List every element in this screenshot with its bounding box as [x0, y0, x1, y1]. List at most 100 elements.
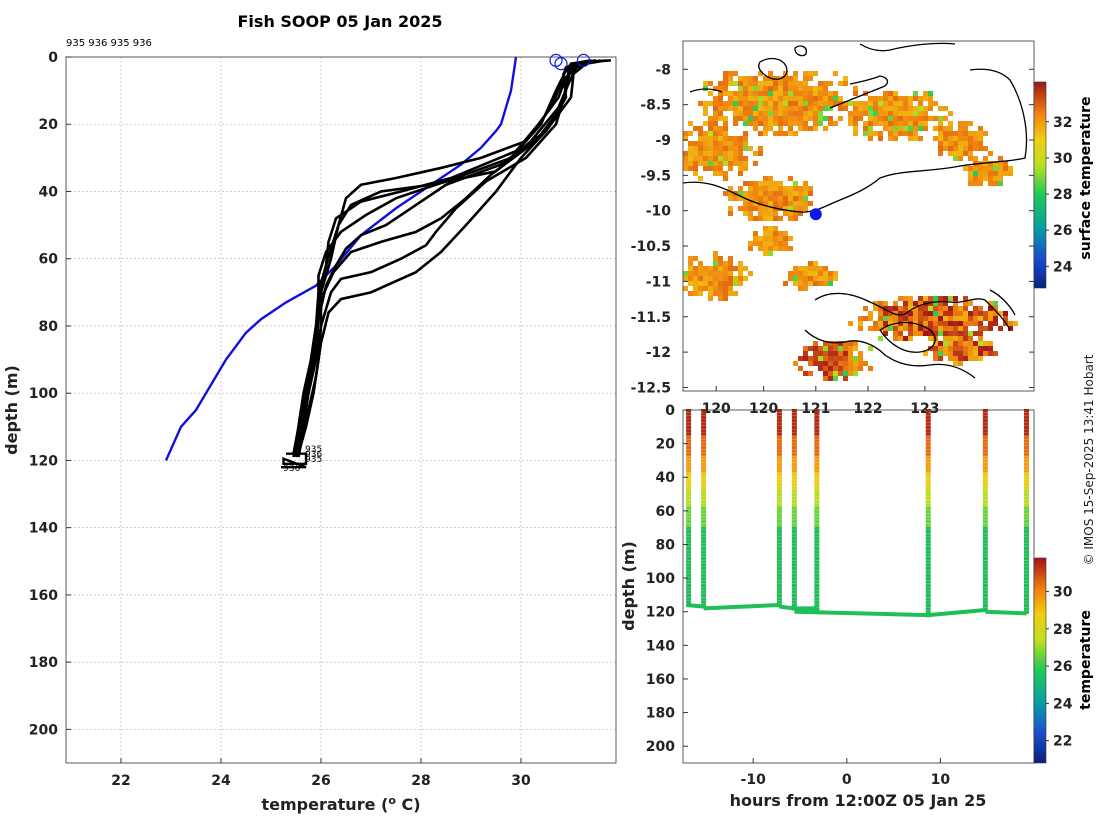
cast-sample: [686, 456, 692, 460]
cast-sample: [776, 536, 782, 540]
sst-pixel: [703, 136, 708, 141]
cast-sample: [1024, 422, 1030, 426]
sst-pixel: [728, 191, 733, 196]
sst-pixel: [733, 281, 738, 286]
sst-pixel: [823, 116, 828, 121]
sst-pixel: [818, 116, 823, 121]
cast-sample: [982, 422, 988, 426]
sst-pixel: [793, 86, 798, 91]
surface-marker-circle: [576, 53, 591, 67]
cast-sample: [1024, 540, 1030, 544]
sst-pixel: [803, 371, 808, 376]
cast-sample: [686, 563, 692, 567]
sst-pixel: [793, 106, 798, 111]
cast-sample: [1024, 583, 1030, 588]
sst-pixel: [973, 346, 978, 351]
sst-pixel: [868, 316, 873, 321]
cast-sample: [701, 563, 707, 567]
sst-pixel: [703, 276, 708, 281]
map-y-ticks: -8-8.5-9-9.5-10-10.5-11-11.5-12-12.5: [631, 62, 1034, 396]
sst-pixel: [843, 371, 848, 376]
sst-pixel: [683, 151, 688, 156]
sst-pixel: [918, 316, 923, 321]
sst-pixel: [723, 161, 728, 166]
sst-pixel: [698, 261, 703, 266]
cast-sample: [791, 489, 797, 493]
sst-pixel: [968, 121, 973, 126]
section-y-tick-label: 60: [656, 504, 676, 520]
sst-pixel: [713, 141, 718, 146]
cast-sample: [982, 597, 988, 601]
sst-pixel: [803, 106, 808, 111]
sst-pixel: [718, 171, 723, 176]
sst-pixel: [843, 361, 848, 366]
sst-pixel: [953, 321, 958, 326]
cast-sample: [925, 445, 931, 450]
cast-sample: [814, 479, 820, 483]
cast-sample: [791, 409, 797, 413]
sst-pixel: [713, 256, 718, 261]
sst-pixel: [793, 71, 798, 76]
sst-pixel: [923, 296, 928, 301]
sst-pixel: [938, 136, 943, 141]
cast-sample: [1024, 536, 1030, 540]
sst-pixel: [898, 296, 903, 301]
cast-sample: [814, 587, 820, 591]
cast-sample: [814, 506, 820, 510]
sst-pixel: [1008, 171, 1013, 176]
sst-pixel: [953, 351, 958, 356]
surface-colorbar-label: surface temperature: [1078, 96, 1094, 259]
sst-pixel: [843, 106, 848, 111]
sst-pixel: [773, 106, 778, 111]
sst-pixel: [733, 71, 738, 76]
cast-sample: [1024, 533, 1030, 537]
sst-pixel: [873, 321, 878, 326]
sst-pixel: [938, 151, 943, 156]
sst-pixel: [778, 241, 783, 246]
sst-pixel: [908, 126, 913, 131]
sst-pixel: [748, 246, 753, 251]
sst-pixel: [948, 331, 953, 336]
profile-end-label: 936: [283, 464, 300, 474]
profile-y-tick-label: 120: [29, 453, 58, 469]
reference-profile: [164, 56, 518, 461]
sst-pixel: [1008, 321, 1013, 326]
cast-sample: [686, 560, 692, 564]
cast-sample: [791, 429, 797, 433]
sst-pixel: [813, 121, 818, 126]
sst-pixel: [933, 326, 938, 331]
cast-sample: [1024, 456, 1030, 460]
sst-pixel: [778, 121, 783, 126]
profile-y-tick-label: 180: [29, 655, 58, 671]
sst-pixel: [873, 106, 878, 111]
sst-pixel: [698, 161, 703, 166]
profile-line-935: [294, 62, 587, 454]
sst-pixel: [933, 116, 938, 121]
sst-pixel: [728, 101, 733, 106]
sst-pixel: [708, 276, 713, 281]
sst-pixel: [898, 116, 903, 121]
sst-pixel: [933, 346, 938, 351]
cast-sample: [701, 509, 707, 514]
cast-sample: [686, 530, 692, 534]
sst-pixel: [733, 136, 738, 141]
sst-pixel: [723, 126, 728, 131]
cast-sample: [686, 476, 692, 480]
sst-pixel: [758, 181, 763, 186]
sst-pixel: [688, 146, 693, 151]
sst-pixel: [978, 146, 983, 151]
cast-sample: [814, 543, 820, 547]
sst-pixel: [833, 71, 838, 76]
sst-pixel: [813, 281, 818, 286]
sst-pixel: [753, 216, 758, 221]
sst-pixel: [788, 106, 793, 111]
sst-pixel: [838, 116, 843, 121]
cast-sample: [925, 509, 931, 514]
sst-pixel: [928, 91, 933, 96]
sst-pixel: [728, 96, 733, 101]
cast-sample: [686, 496, 692, 500]
sst-pixel: [898, 126, 903, 131]
sst-pixel: [783, 206, 788, 211]
sst-pixel: [808, 281, 813, 286]
section-y-label: depth (m): [619, 541, 638, 631]
